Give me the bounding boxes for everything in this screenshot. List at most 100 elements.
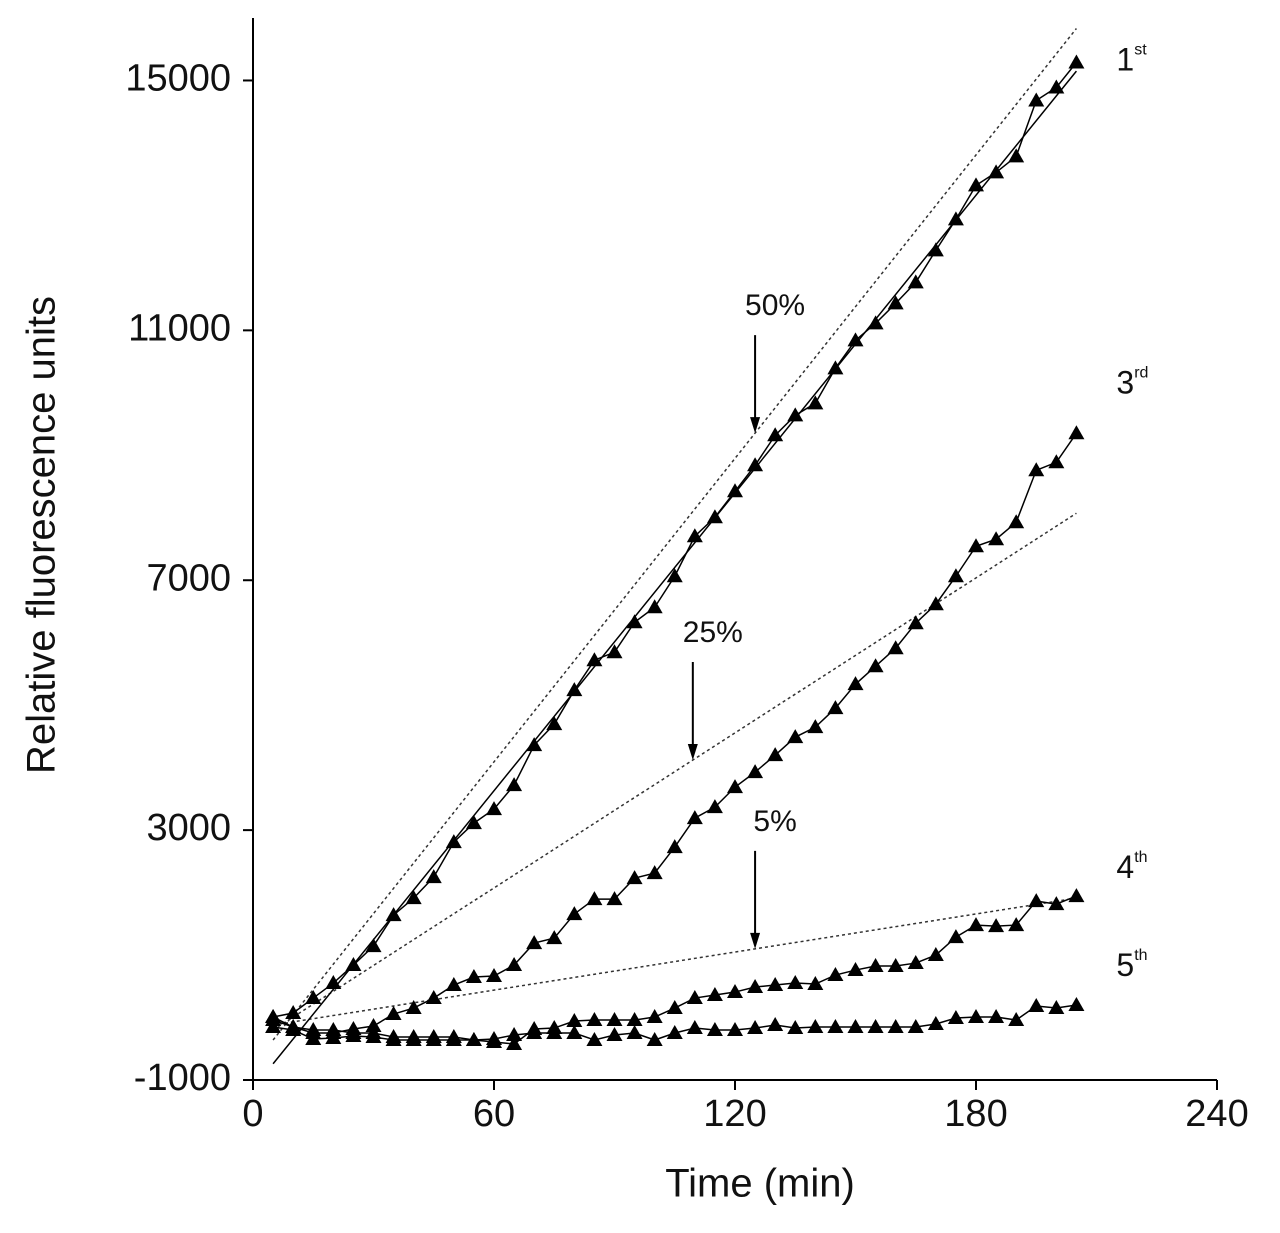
data-point [365, 938, 382, 953]
x-tick-label: 60 [473, 1093, 515, 1135]
data-point [947, 929, 964, 944]
data-point [847, 332, 864, 347]
annotation: 25% [683, 616, 743, 649]
data-point [847, 676, 864, 691]
data-point [586, 891, 603, 906]
data-point [305, 1022, 322, 1037]
data-point [265, 1009, 282, 1024]
data-point [927, 947, 944, 962]
data-point [706, 799, 723, 814]
data-point [445, 977, 462, 992]
data-point [827, 967, 844, 982]
data-point [867, 315, 884, 330]
data-point [285, 1005, 302, 1020]
data-point [546, 716, 563, 731]
data-point [1008, 148, 1025, 163]
data-point [747, 764, 764, 779]
data-point [947, 211, 964, 226]
data-point [506, 1036, 523, 1051]
data-point [827, 1019, 844, 1034]
data-point [947, 1010, 964, 1025]
data-point [526, 737, 543, 752]
data-point [1068, 54, 1085, 69]
data-point [506, 1027, 523, 1042]
data-point [867, 958, 884, 973]
data-point [1008, 1012, 1025, 1027]
data-point [686, 990, 703, 1005]
data-point [646, 599, 663, 614]
data-point [807, 395, 824, 410]
y-tick-label: 3000 [146, 807, 231, 849]
arrow-head [687, 744, 698, 761]
data-point [465, 969, 482, 984]
data-point [887, 295, 904, 310]
data-point [968, 917, 984, 932]
data-point [1028, 92, 1045, 107]
x-tick-label: 180 [944, 1093, 1007, 1135]
y-tick-label: 11000 [128, 307, 231, 349]
data-point [947, 568, 964, 583]
data-point [526, 1025, 543, 1040]
data-point [566, 682, 583, 697]
data-point [807, 976, 824, 991]
data-point [927, 596, 944, 611]
data-point [646, 1009, 663, 1024]
data-point [727, 483, 743, 498]
arrow-head [750, 417, 761, 434]
data-point [546, 1025, 563, 1040]
data-point [405, 1029, 422, 1044]
data-point [1068, 888, 1085, 903]
annotation: 5% [753, 805, 796, 838]
data-point [486, 801, 502, 816]
data-point [606, 891, 623, 906]
data-point [1028, 462, 1045, 477]
data-point [265, 1019, 282, 1034]
data-point [907, 1019, 924, 1034]
data-point [506, 957, 523, 972]
data-point [807, 719, 824, 734]
data-point [345, 957, 362, 972]
data-point [847, 1019, 864, 1034]
data-point [988, 164, 1005, 179]
data-point [907, 274, 924, 289]
data-point [666, 568, 683, 583]
data-point [526, 935, 543, 950]
data-point [606, 644, 623, 659]
data-point [747, 457, 764, 472]
data-point [445, 1029, 462, 1044]
data-point [385, 1006, 402, 1021]
series-label: 4th [1116, 849, 1147, 885]
reference-line [272, 28, 1078, 1041]
data-point [727, 984, 743, 999]
data-point [606, 1027, 623, 1042]
data-point [385, 907, 402, 922]
data-point [907, 615, 924, 630]
data-point [747, 1020, 764, 1035]
data-point [566, 1025, 583, 1040]
data-point [1008, 917, 1025, 932]
data-point [1068, 425, 1085, 440]
data-point [988, 1009, 1005, 1024]
data-point [747, 979, 764, 994]
data-point [646, 865, 663, 880]
data-point [425, 990, 442, 1005]
reference-line [272, 512, 1077, 1031]
data-point [686, 528, 703, 543]
x-axis-title: Time (min) [665, 1162, 855, 1206]
data-point [666, 839, 683, 854]
y-tick-label: 15000 [125, 58, 231, 100]
data-point [1028, 893, 1045, 908]
data-point [988, 531, 1005, 546]
data-point [867, 658, 884, 673]
data-point [787, 1020, 804, 1035]
data-point [767, 747, 784, 762]
x-tick-label: 120 [703, 1093, 766, 1135]
data-point [445, 834, 462, 849]
data-point [325, 1022, 342, 1037]
data-point [988, 918, 1005, 933]
data-point [405, 1000, 422, 1015]
arrow-head [750, 932, 761, 949]
data-point [767, 427, 784, 442]
y-axis-title: Relative fluorescence units [20, 296, 64, 774]
